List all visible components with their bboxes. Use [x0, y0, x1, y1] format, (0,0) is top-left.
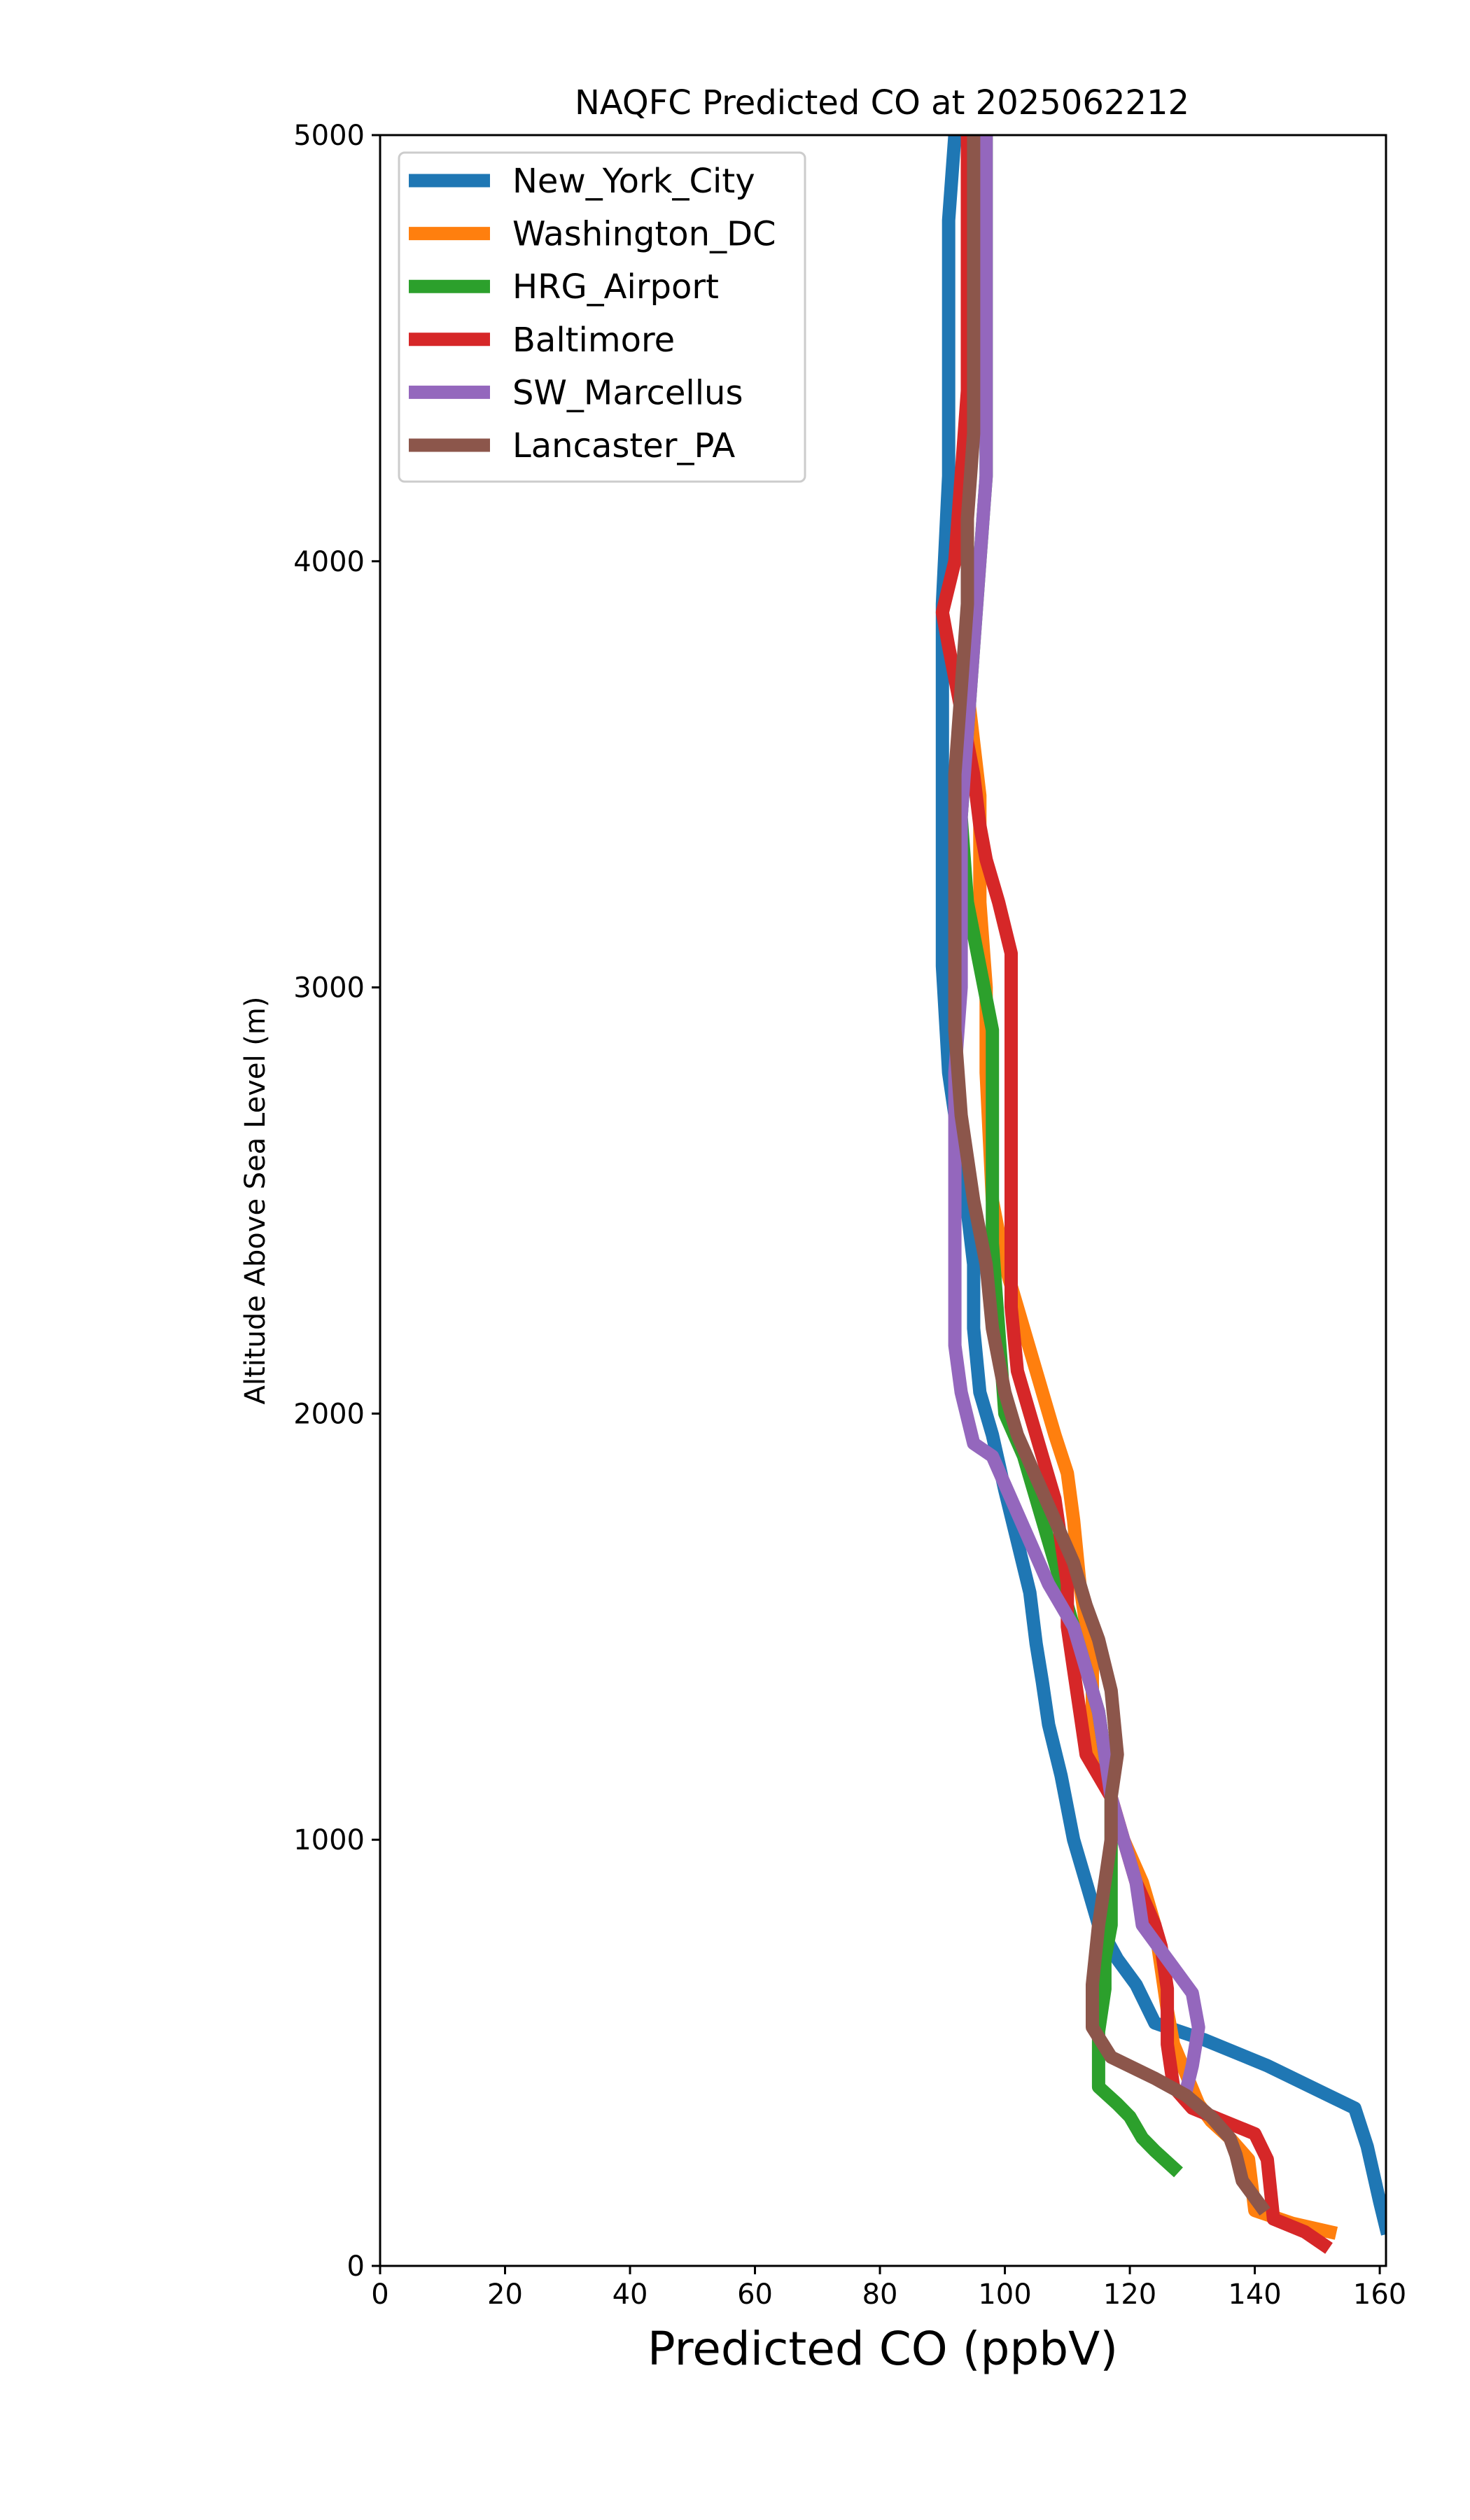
- legend-box: [398, 151, 806, 483]
- series-line-sw-marcellus: [948, 135, 1205, 2099]
- x-tick-label: 140: [1228, 2278, 1281, 2311]
- y-axis-ticks: 0 1000 2000 3000 4000 5000: [293, 120, 380, 2283]
- x-tick-label: 40: [612, 2278, 648, 2311]
- y-tick-label: 1000: [293, 1824, 365, 1856]
- x-tick-label: 0: [371, 2278, 388, 2311]
- series-line-new-york-city: [935, 135, 1386, 2236]
- y-axis-label: Altitude Above Sea Level (m): [239, 997, 272, 1405]
- series-lines: [935, 135, 1386, 2254]
- x-tick-label: 160: [1353, 2278, 1406, 2311]
- x-tick-label: 120: [1103, 2278, 1156, 2311]
- plot-frame: [379, 134, 1387, 2267]
- y-tick-label: 3000: [293, 972, 365, 1004]
- x-axis-label: Predicted CO (ppbV): [648, 2322, 1118, 2376]
- legend-items: New_York_City Washington_DC HRG_Airport Bal…: [409, 162, 776, 465]
- y-tick-label: 4000: [293, 546, 365, 578]
- y-tick-label: 5000: [293, 120, 365, 152]
- legend: New_York_City Washington_DC HRG_Airport Bal…: [398, 151, 806, 483]
- x-tick-label: 20: [487, 2278, 523, 2311]
- legend-label: Washington_DC: [512, 215, 776, 254]
- series-line-lancaster-pa: [948, 135, 1270, 2216]
- y-tick-label: 2000: [293, 1398, 365, 1430]
- chart-title: NAQFC Predicted CO at 2025062212: [575, 83, 1189, 122]
- legend-label: HRG_Airport: [512, 267, 719, 307]
- legend-label: Lancaster_PA: [512, 426, 735, 465]
- x-tick-label: 80: [862, 2278, 898, 2311]
- legend-label: Baltimore: [512, 321, 675, 360]
- x-tick-label: 60: [737, 2278, 773, 2311]
- legend-label: New_York_City: [512, 162, 755, 201]
- x-tick-label: 100: [978, 2278, 1031, 2311]
- legend-label: SW_Marcellus: [512, 373, 743, 412]
- y-tick-label: 0: [347, 2250, 365, 2283]
- x-axis-ticks: 0 20 40 60 80 100 120 140 160: [371, 2266, 1406, 2311]
